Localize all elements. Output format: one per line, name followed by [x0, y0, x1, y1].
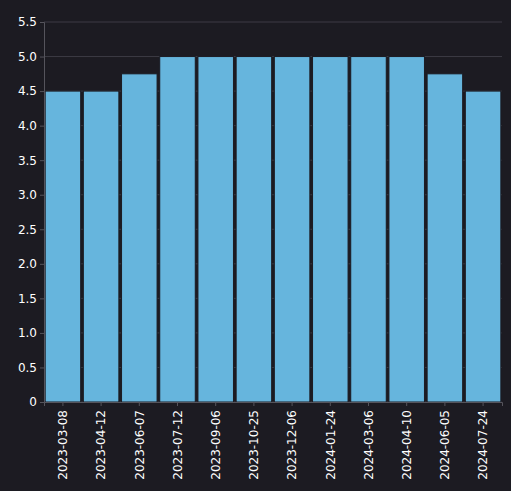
x-axis-line [45, 403, 503, 407]
y-tick-label: 0 [29, 395, 37, 409]
y-tick-label: 0.5 [18, 361, 37, 375]
y-tick-label: 4.0 [18, 119, 37, 133]
bar [313, 57, 349, 402]
x-tick-label: 2024-07-24 [476, 410, 490, 480]
y-tick: 1.0 [18, 326, 44, 340]
y-tick-mark [40, 367, 44, 368]
x-tick: 2023-09-06 [209, 402, 223, 480]
y-tick-label: 3.0 [18, 188, 37, 202]
bar [122, 74, 158, 402]
y-tick: 5.5 [18, 15, 44, 29]
y-tick-label: 5.0 [18, 50, 37, 64]
y-tick-label: 1.0 [18, 326, 37, 340]
x-tick-mark [177, 402, 178, 406]
y-axis: 0 0.5 1.0 1.5 2.0 2.5 3.0 3.5 4.0 4.5 5.0 5.5 [18, 15, 45, 409]
y-tick-label: 5.5 [18, 15, 37, 29]
x-tick: 2023-03-08 [56, 402, 70, 480]
plot: 0 0.5 1.0 1.5 2.0 2.5 3.0 3.5 4.0 4.5 5.0 5.5 2023-0… [18, 15, 503, 479]
x-tick: 2023-04-12 [94, 402, 108, 480]
x-tick: 2024-06-05 [438, 402, 452, 480]
bar [351, 57, 387, 402]
chart: 0 0.5 1.0 1.5 2.0 2.5 3.0 3.5 4.0 4.5 5.0 5.5 2023-0… [0, 0, 511, 491]
x-tick: 2023-10-25 [247, 402, 261, 480]
y-tick-label: 1.5 [18, 292, 37, 306]
x-tick-mark [292, 402, 293, 406]
x-tick: 2023-12-06 [285, 402, 299, 480]
x-tick-label: 2024-03-06 [362, 410, 376, 480]
x-tick-mark [330, 402, 331, 406]
x-tick-mark [368, 402, 369, 406]
y-tick: 2.0 [18, 257, 44, 271]
x-tick: 2023-06-07 [133, 402, 147, 480]
x-tick-mark [62, 402, 63, 406]
bar [274, 57, 310, 402]
bar [198, 57, 234, 402]
y-tick-label: 4.5 [18, 84, 37, 98]
x-tick-label: 2023-10-25 [247, 410, 261, 480]
x-tick-mark [483, 402, 484, 406]
y-tick: 2.5 [18, 223, 44, 237]
x-tick-label: 2024-01-24 [323, 410, 337, 480]
y-tick-mark [40, 402, 44, 403]
y-tick-mark [40, 195, 44, 196]
x-tick: 2024-07-24 [476, 402, 490, 480]
x-tick-mark [139, 402, 140, 406]
y-tick: 0 [29, 395, 44, 409]
x-tick-label: 2023-12-06 [285, 410, 299, 480]
y-tick: 4.5 [18, 84, 44, 98]
x-tick-label: 2024-04-10 [400, 410, 414, 480]
y-tick: 0.5 [18, 361, 44, 375]
bars [45, 57, 501, 402]
bar [45, 91, 81, 402]
y-tick-mark [40, 333, 44, 334]
x-tick-mark [253, 402, 254, 406]
x-tick-mark [444, 402, 445, 406]
x-tick: 2024-03-06 [362, 402, 376, 480]
y-tick-mark [40, 298, 44, 299]
bar [83, 91, 119, 402]
bar [160, 57, 196, 402]
y-tick-label: 2.5 [18, 223, 37, 237]
y-tick-mark [40, 229, 44, 230]
y-axis-line [40, 23, 45, 403]
x-tick-label: 2023-09-06 [209, 410, 223, 480]
y-tick-label: 2.0 [18, 257, 37, 271]
bar [236, 57, 272, 402]
x-tick-label: 2023-07-12 [171, 410, 185, 480]
y-tick: 3.5 [18, 154, 44, 168]
x-tick-label: 2023-06-07 [133, 410, 147, 480]
x-tick: 2024-04-10 [400, 402, 414, 480]
y-tick: 3.0 [18, 188, 44, 202]
grid [44, 22, 502, 402]
x-tick-label: 2024-06-05 [438, 410, 452, 480]
x-tick-label: 2023-03-08 [56, 410, 70, 480]
grid-line [44, 22, 502, 23]
y-tick: 4.0 [18, 119, 44, 133]
y-tick-mark [40, 91, 44, 92]
y-tick: 5.0 [18, 50, 44, 64]
y-tick-mark [40, 57, 44, 58]
x-tick-mark [101, 402, 102, 406]
x-axis: 2023-03-08 2023-04-12 2023-06-07 2023-07-12… [45, 402, 503, 480]
y-tick-mark [40, 22, 44, 23]
y-tick-mark [40, 126, 44, 127]
bar [427, 74, 463, 402]
y-tick: 1.5 [18, 292, 44, 306]
grid-line [44, 56, 502, 57]
bar [465, 91, 501, 402]
x-tick-label: 2023-04-12 [94, 410, 108, 480]
x-tick: 2024-01-24 [323, 402, 337, 480]
x-tick: 2023-07-12 [171, 402, 185, 480]
y-tick-mark [40, 160, 44, 161]
x-tick-mark [215, 402, 216, 406]
y-tick-mark [40, 264, 44, 265]
x-tick-mark [406, 402, 407, 406]
y-tick-label: 3.5 [18, 154, 37, 168]
bar [389, 57, 425, 402]
